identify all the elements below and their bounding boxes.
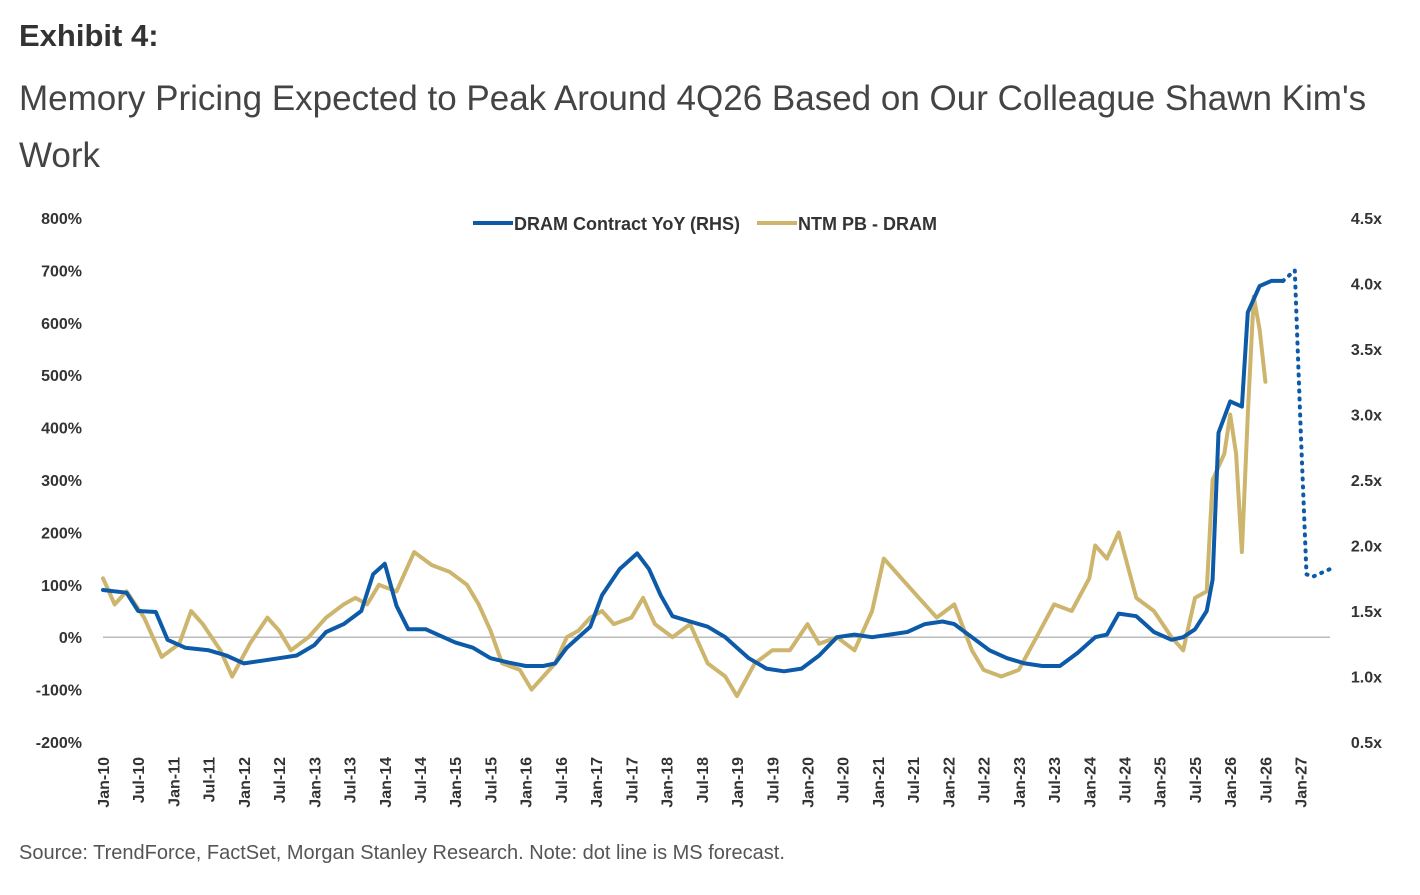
right-tick-label: 2.0x (1351, 539, 1382, 556)
legend-label-dram: DRAM Contract YoY (RHS) (514, 214, 740, 234)
x-tick-label: Jul-19 (765, 757, 782, 803)
x-tick-label: Jan-25 (1153, 757, 1170, 808)
x-tick-label: Jul-24 (1118, 757, 1135, 803)
right-tick-label: 2.5x (1351, 473, 1382, 490)
x-tick-label: Jul-16 (554, 757, 571, 803)
x-tick-label: Jan-19 (730, 757, 747, 808)
x-tick-label: Jan-27 (1294, 757, 1311, 808)
x-tick-label: Jul-14 (413, 757, 430, 803)
left-tick-label: 500% (41, 368, 82, 385)
x-tick-label: Jul-18 (695, 757, 712, 803)
x-tick-label: Jul-22 (977, 757, 994, 803)
x-tick-label: Jan-26 (1223, 757, 1240, 808)
right-tick-label: 4.5x (1351, 211, 1382, 228)
source-note: Source: TrendForce, FactSet, Morgan Stan… (19, 842, 785, 864)
x-tick-label: Jan-20 (800, 757, 817, 808)
left-tick-label: -200% (36, 735, 82, 752)
right-axis: 4.5x 4.0x 3.5x 3.0x 2.5x 2.0x 1.5x 1.0x 0.5x (1351, 211, 1382, 752)
x-tick-label: Jan-10 (96, 757, 113, 808)
x-tick-label: Jan-23 (1012, 757, 1029, 808)
x-tick-label: Jul-11 (202, 757, 219, 802)
left-tick-label: 700% (41, 263, 82, 280)
legend-label-pb: NTM PB - DRAM (798, 214, 937, 234)
x-tick-label: Jul-20 (836, 757, 853, 803)
series-layer (101, 268, 1332, 699)
x-tick-label: Jul-13 (343, 757, 360, 803)
right-tick-label: 3.5x (1351, 342, 1382, 359)
right-tick-label: 1.5x (1351, 604, 1382, 621)
left-tick-label: -100% (36, 683, 82, 700)
exhibit-label: Exhibit 4: (19, 18, 159, 53)
x-tick-label: Jan-24 (1082, 757, 1099, 808)
x-tick-label: Jul-15 (483, 757, 500, 803)
x-tick-label: Jan-13 (307, 757, 324, 808)
left-tick-label: 600% (41, 316, 82, 333)
left-tick-label: 200% (41, 525, 82, 542)
x-tick-label: Jan-18 (660, 757, 677, 808)
left-tick-label: 400% (41, 421, 82, 438)
x-tick-label: Jan-11 (166, 757, 183, 807)
left-tick-label: 0% (59, 630, 82, 647)
chart-title: Memory Pricing Expected to Peak Around 4… (19, 79, 1367, 175)
x-tick-label: Jan-17 (589, 757, 606, 808)
right-tick-label: 1.0x (1351, 670, 1382, 687)
x-tick-label: Jul-10 (131, 757, 148, 803)
left-tick-label: 800% (41, 211, 82, 228)
x-tick-label: Jan-12 (237, 757, 254, 808)
x-tick-label: Jul-25 (1188, 757, 1205, 803)
x-tick-label: Jul-26 (1258, 757, 1275, 803)
left-tick-label: 100% (41, 578, 82, 595)
right-tick-label: 3.0x (1351, 408, 1382, 425)
x-tick-label: Jul-12 (272, 757, 289, 803)
x-tick-label: Jan-15 (448, 757, 465, 808)
x-tick-label: Jan-22 (941, 757, 958, 808)
x-tick-label: Jan-16 (519, 757, 536, 808)
x-tick-label: Jul-17 (624, 757, 641, 803)
x-tick-label: Jan-14 (378, 757, 395, 808)
right-tick-label: 0.5x (1351, 735, 1382, 752)
series-line-pb (101, 294, 1268, 699)
x-axis: Jan-10 Jul-10 Jan-11 Jul-11 Jan-12 Jul-12 Jan-… (96, 757, 1311, 808)
series-line-dram (101, 278, 1285, 674)
x-tick-label: Jul-21 (906, 757, 923, 803)
legend: DRAM Contract YoY (RHS) NTM PB - DRAM (473, 214, 937, 234)
right-tick-label: 4.0x (1351, 277, 1382, 294)
x-tick-label: Jul-23 (1047, 757, 1064, 803)
x-tick-label: Jan-21 (871, 757, 888, 808)
series-line-forecast (1281, 268, 1332, 579)
left-tick-label: 300% (41, 473, 82, 490)
chart: 800% 700% 600% 500% 400% 300% 200% 100% 0% -100% -… (36, 211, 1382, 808)
left-axis: 800% 700% 600% 500% 400% 300% 200% 100% 0% -100% -… (36, 211, 82, 752)
